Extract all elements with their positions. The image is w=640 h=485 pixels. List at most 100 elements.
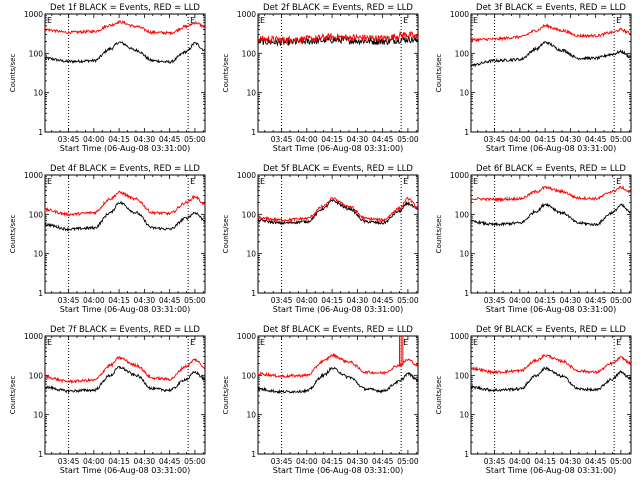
plot-title: Det 1f BLACK = Events, RED = LLD	[50, 3, 200, 13]
series-line-events	[44, 365, 206, 394]
flag-right: E	[403, 338, 408, 347]
series-line-events	[470, 41, 632, 68]
x-tick-label: 04:00	[83, 135, 105, 144]
series-line-events	[470, 202, 631, 227]
x-tick-label: 05:00	[397, 296, 419, 305]
plot-frame	[44, 13, 206, 133]
x-axis-label: Start Time (06-Aug-08 03:31:00)	[273, 305, 404, 314]
y-tick-label: 10	[33, 250, 43, 259]
flag-right: E	[403, 177, 408, 186]
flag-right: E	[190, 16, 195, 25]
plot-title: Det 8f BLACK = Events, RED = LLD	[263, 325, 413, 335]
x-tick-label: 05:00	[397, 457, 419, 466]
y-tick-label: 100	[242, 371, 257, 380]
series-line-lld	[44, 190, 206, 217]
series-line-lld	[470, 23, 632, 43]
x-tick-label: 04:45	[585, 135, 607, 144]
x-tick-label: 05:00	[610, 296, 632, 305]
y-axis-label: Counts/sec	[9, 54, 17, 93]
flag-left: E	[260, 16, 265, 25]
x-tick-label: 04:30	[347, 135, 369, 144]
x-tick-label: 04:15	[534, 135, 556, 144]
y-tick-label: 10	[246, 411, 256, 420]
plot-title: Det 7f BLACK = Events, RED = LLD	[50, 325, 200, 335]
plot-frame	[44, 335, 206, 455]
x-tick-label: 03:45	[484, 296, 506, 305]
panel-det-2f: Det 2f BLACK = Events, RED = LLD 1 10 100 10…	[222, 3, 419, 153]
y-tick-label: 1	[38, 128, 43, 137]
y-tick-label: 1	[251, 450, 256, 459]
flag-left: E	[473, 16, 478, 25]
y-tick-label: 100	[242, 210, 257, 219]
x-tick-label: 04:30	[560, 457, 582, 466]
x-tick-label: 04:00	[509, 457, 531, 466]
x-tick-label: 04:00	[296, 296, 318, 305]
x-axis-label: Start Time (06-Aug-08 03:31:00)	[486, 144, 617, 153]
x-tick-label: 04:45	[585, 296, 607, 305]
x-tick-label: 05:00	[610, 457, 632, 466]
panel-det-4f: Det 4f BLACK = Events, RED = LLD 1 10 100 10…	[9, 164, 206, 314]
y-tick-label: 10	[246, 89, 256, 98]
y-tick-label: 1000	[24, 332, 43, 341]
flag-right: E	[190, 338, 195, 347]
flag-left: E	[47, 16, 52, 25]
series-line-lld	[257, 196, 419, 223]
flag-right: E	[403, 16, 408, 25]
y-axis-label: Counts/sec	[435, 54, 443, 93]
plot-title: Det 3f BLACK = Events, RED = LLD	[476, 3, 626, 13]
x-tick-label: 04:00	[509, 135, 531, 144]
x-tick-label: 03:45	[484, 457, 506, 466]
flag-right: E	[616, 16, 621, 25]
y-tick-label: 1	[464, 289, 469, 298]
y-tick-label: 1	[464, 128, 469, 137]
y-tick-label: 1	[251, 128, 256, 137]
plot-frame	[470, 335, 632, 455]
y-tick-label: 10	[459, 250, 469, 259]
y-axis-label: Counts/sec	[435, 376, 443, 415]
x-tick-label: 04:00	[83, 296, 105, 305]
x-tick-label: 03:45	[271, 457, 293, 466]
x-tick-label: 04:00	[509, 296, 531, 305]
y-tick-label: 1000	[237, 171, 256, 180]
x-tick-label: 04:30	[560, 135, 582, 144]
series-line-events	[257, 366, 418, 395]
x-tick-label: 04:15	[108, 296, 130, 305]
series-line-lld	[257, 352, 418, 379]
plot-title: Det 9f BLACK = Events, RED = LLD	[476, 325, 626, 335]
x-tick-label: 04:45	[159, 457, 181, 466]
x-tick-label: 04:00	[296, 457, 318, 466]
x-axis-label: Start Time (06-Aug-08 03:31:00)	[273, 144, 404, 153]
y-axis-label: Counts/sec	[222, 215, 230, 254]
x-tick-label: 04:45	[372, 135, 394, 144]
y-tick-label: 100	[29, 49, 44, 58]
x-tick-label: 04:45	[585, 457, 607, 466]
flag-left: E	[47, 177, 52, 186]
y-axis-label: Counts/sec	[435, 215, 443, 254]
x-tick-label: 05:00	[610, 135, 632, 144]
panel-det-1f: Det 1f BLACK = Events, RED = LLD 1 10 100 10…	[9, 3, 206, 153]
series-line-lld	[257, 30, 419, 45]
x-axis-label: Start Time (06-Aug-08 03:31:00)	[273, 466, 404, 475]
x-tick-label: 03:45	[58, 457, 80, 466]
x-tick-label: 05:00	[184, 135, 206, 144]
x-tick-label: 03:45	[58, 296, 80, 305]
x-tick-label: 03:45	[271, 135, 293, 144]
x-tick-label: 05:00	[184, 296, 206, 305]
y-tick-label: 1	[251, 289, 256, 298]
x-axis-label: Start Time (06-Aug-08 03:31:00)	[60, 305, 191, 314]
flag-left: E	[47, 338, 52, 347]
plot-frame	[257, 13, 419, 133]
y-tick-label: 10	[246, 250, 256, 259]
x-tick-label: 04:30	[134, 135, 156, 144]
x-tick-label: 04:45	[372, 296, 394, 305]
y-tick-label: 1	[38, 289, 43, 298]
y-axis-label: Counts/sec	[9, 376, 17, 415]
plot-title: Det 4f BLACK = Events, RED = LLD	[50, 164, 200, 174]
y-tick-label: 10	[33, 89, 43, 98]
x-tick-label: 04:15	[321, 457, 343, 466]
x-tick-label: 04:15	[108, 457, 130, 466]
x-tick-label: 03:45	[484, 135, 506, 144]
x-tick-label: 04:15	[534, 457, 556, 466]
y-tick-label: 1000	[450, 332, 469, 341]
x-tick-label: 04:45	[372, 457, 394, 466]
